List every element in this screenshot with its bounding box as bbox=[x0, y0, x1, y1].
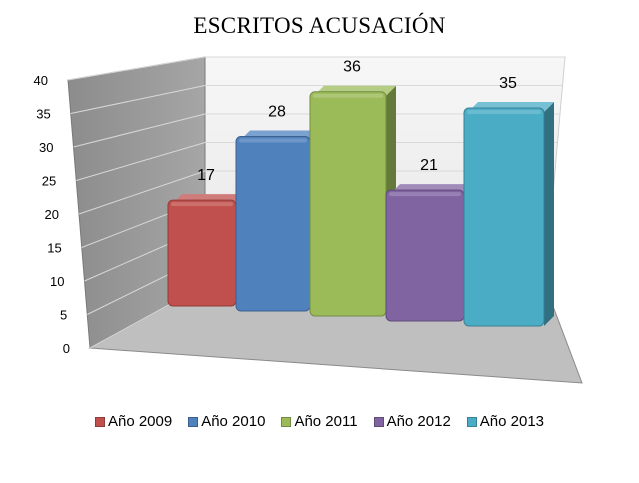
legend-swatch bbox=[281, 416, 292, 427]
bar-front bbox=[167, 199, 237, 307]
legend-item: Año 2012 bbox=[373, 413, 451, 430]
bar-highlight bbox=[389, 192, 461, 197]
y-tick-label: 15 bbox=[47, 241, 61, 256]
bar-front bbox=[235, 136, 311, 312]
y-tick-label: 35 bbox=[36, 107, 50, 122]
data-label: 21 bbox=[420, 157, 438, 174]
gridline bbox=[73, 113, 560, 148]
y-tick-label: 20 bbox=[45, 207, 59, 222]
y-tick-label: 40 bbox=[34, 73, 48, 88]
legend-item: Año 2011 bbox=[281, 413, 358, 430]
legend-swatch bbox=[466, 416, 477, 427]
data-label: 35 bbox=[499, 75, 517, 92]
y-tick-label: 25 bbox=[42, 174, 56, 189]
legend-swatch bbox=[188, 416, 199, 427]
bar-0 bbox=[167, 194, 246, 307]
legend-label: Año 2009 bbox=[107, 413, 173, 430]
legend-label: Año 2010 bbox=[201, 413, 266, 430]
bar-front bbox=[385, 189, 465, 322]
bar-side bbox=[544, 101, 554, 326]
legend-swatch bbox=[94, 416, 105, 427]
gridline bbox=[78, 170, 555, 215]
chart-title: ESCRITOS ACUSACIÓN bbox=[193, 13, 446, 38]
gridline bbox=[76, 142, 558, 181]
bar-4 bbox=[463, 101, 554, 327]
legend-swatch bbox=[373, 416, 384, 427]
bar-highlight bbox=[239, 138, 307, 143]
bar-3 bbox=[385, 184, 474, 322]
y-tick-label: 0 bbox=[63, 341, 70, 356]
y-tick-label: 30 bbox=[39, 140, 53, 155]
legend-label: Año 2012 bbox=[386, 413, 451, 430]
bar-1 bbox=[235, 130, 320, 312]
legend-item: Año 2010 bbox=[188, 413, 265, 430]
data-label: 36 bbox=[343, 59, 361, 76]
legend-label: Año 2011 bbox=[294, 413, 358, 430]
bar-highlight bbox=[467, 109, 541, 114]
gridline bbox=[67, 56, 565, 81]
y-tick-label: 5 bbox=[60, 308, 67, 323]
y-tick-label: 10 bbox=[50, 274, 64, 289]
data-label: 17 bbox=[197, 167, 215, 184]
bar-2 bbox=[309, 85, 396, 317]
bar-front bbox=[309, 91, 387, 317]
legend-item: Año 2009 bbox=[94, 413, 173, 430]
bar-front bbox=[463, 107, 545, 327]
legend: Año 2009 Año 2010 Año 2011 Año 2012 Año 2013 bbox=[0, 413, 639, 430]
legend-label: Año 2013 bbox=[479, 413, 545, 430]
data-label: 28 bbox=[268, 104, 286, 121]
bar-highlight bbox=[171, 202, 233, 207]
bar-highlight bbox=[313, 93, 383, 98]
gridline bbox=[70, 85, 563, 114]
legend-item: Año 2013 bbox=[466, 413, 545, 430]
